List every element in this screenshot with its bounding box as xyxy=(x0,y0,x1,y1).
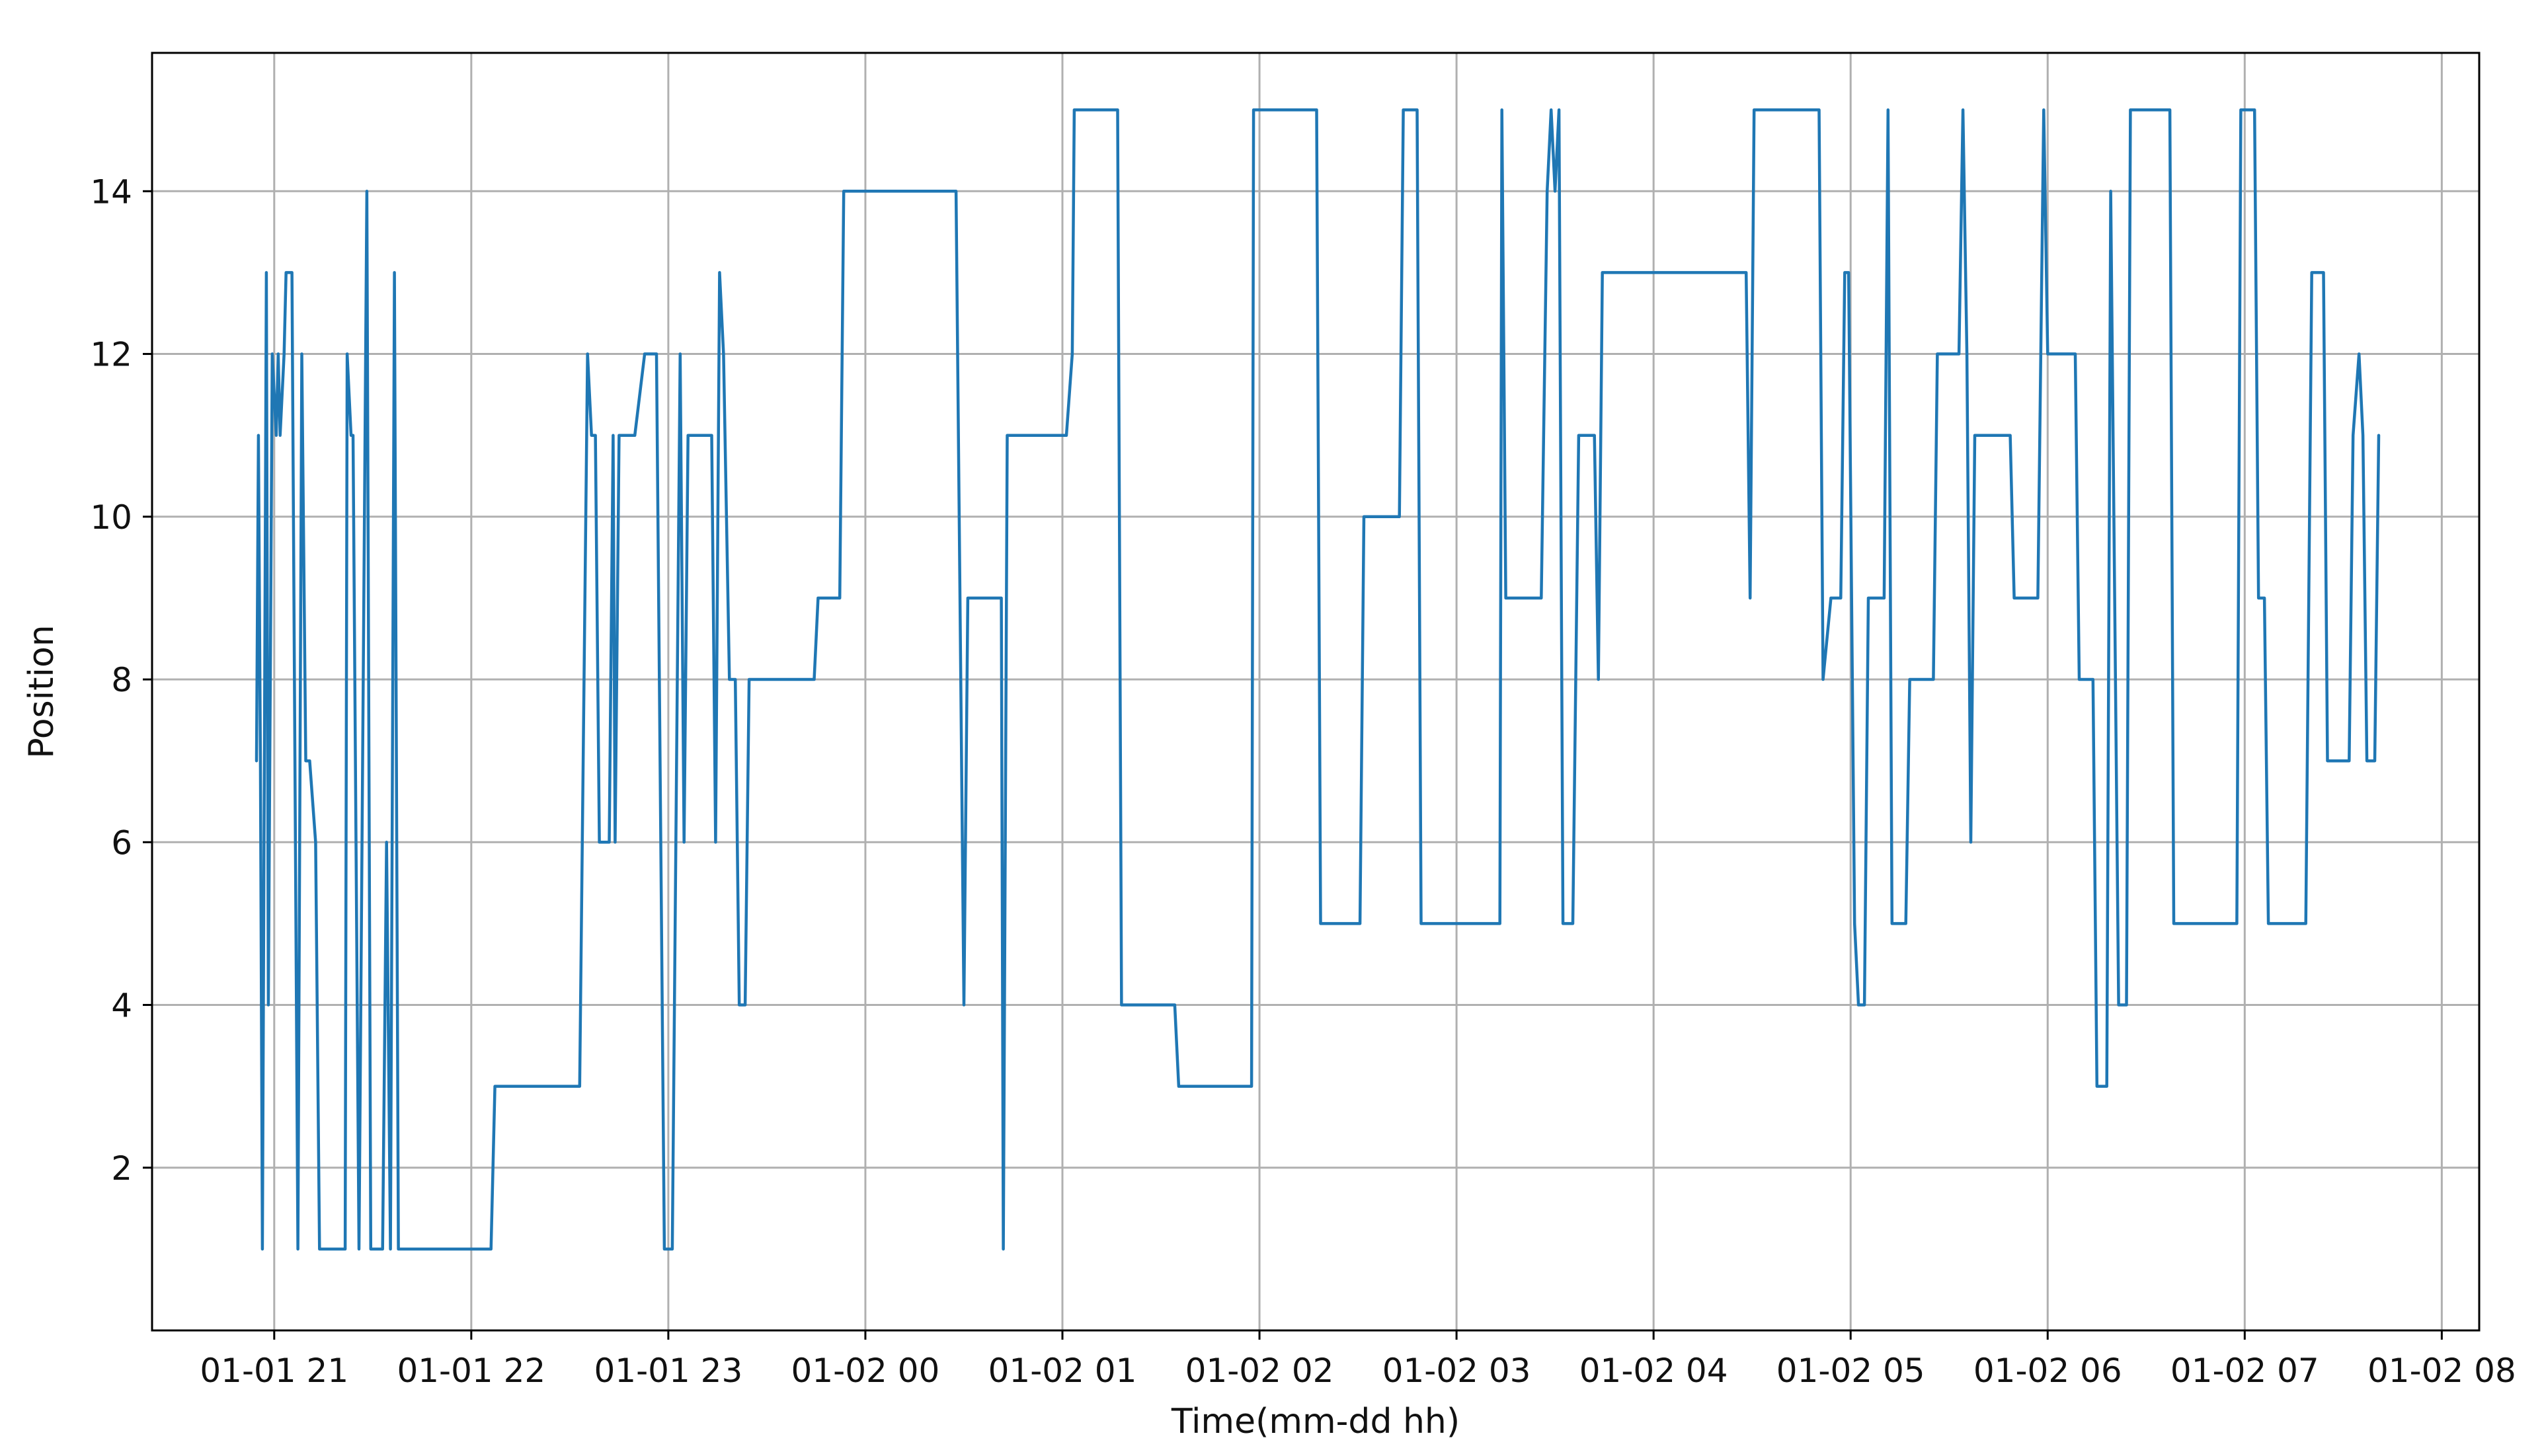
x-axis-label: Time(mm-dd hh) xyxy=(1171,1402,1460,1441)
y-axis-label: Position xyxy=(22,625,61,758)
grid-lines xyxy=(152,53,2479,1330)
x-tick-label: 01-02 00 xyxy=(791,1352,940,1390)
x-tick-label: 01-01 22 xyxy=(397,1352,545,1390)
x-tick-label: 01-02 03 xyxy=(1382,1352,1531,1390)
x-tick-label: 01-02 07 xyxy=(2170,1352,2319,1390)
y-tick-label: 12 xyxy=(90,336,132,374)
series-line xyxy=(255,108,2381,1251)
x-tick-label: 01-02 06 xyxy=(1973,1352,2122,1390)
y-tick-label: 10 xyxy=(90,498,132,537)
plot-frame xyxy=(151,52,2481,1332)
y-tick-label: 6 xyxy=(111,824,132,862)
y-tick-label: 2 xyxy=(111,1149,132,1188)
x-tick-label: 01-02 02 xyxy=(1185,1352,1334,1390)
series-layer xyxy=(255,108,2381,1251)
x-tick-label: 01-01 21 xyxy=(200,1352,348,1390)
x-tick-label: 01-02 08 xyxy=(2367,1352,2516,1390)
x-tick-label: 01-02 01 xyxy=(988,1352,1137,1390)
y-tick-label: 14 xyxy=(90,172,132,211)
axis-ticks: 01-01 21 01-01 22 01-01 23 01-02 00 01-02 01… xyxy=(90,172,2516,1390)
x-tick-label: 01-02 04 xyxy=(1579,1352,1728,1390)
y-tick-label: 8 xyxy=(111,661,132,699)
x-tick-label: 01-02 05 xyxy=(1776,1352,1925,1390)
y-tick-label: 4 xyxy=(111,987,132,1025)
x-tick-label: 01-01 23 xyxy=(594,1352,742,1390)
